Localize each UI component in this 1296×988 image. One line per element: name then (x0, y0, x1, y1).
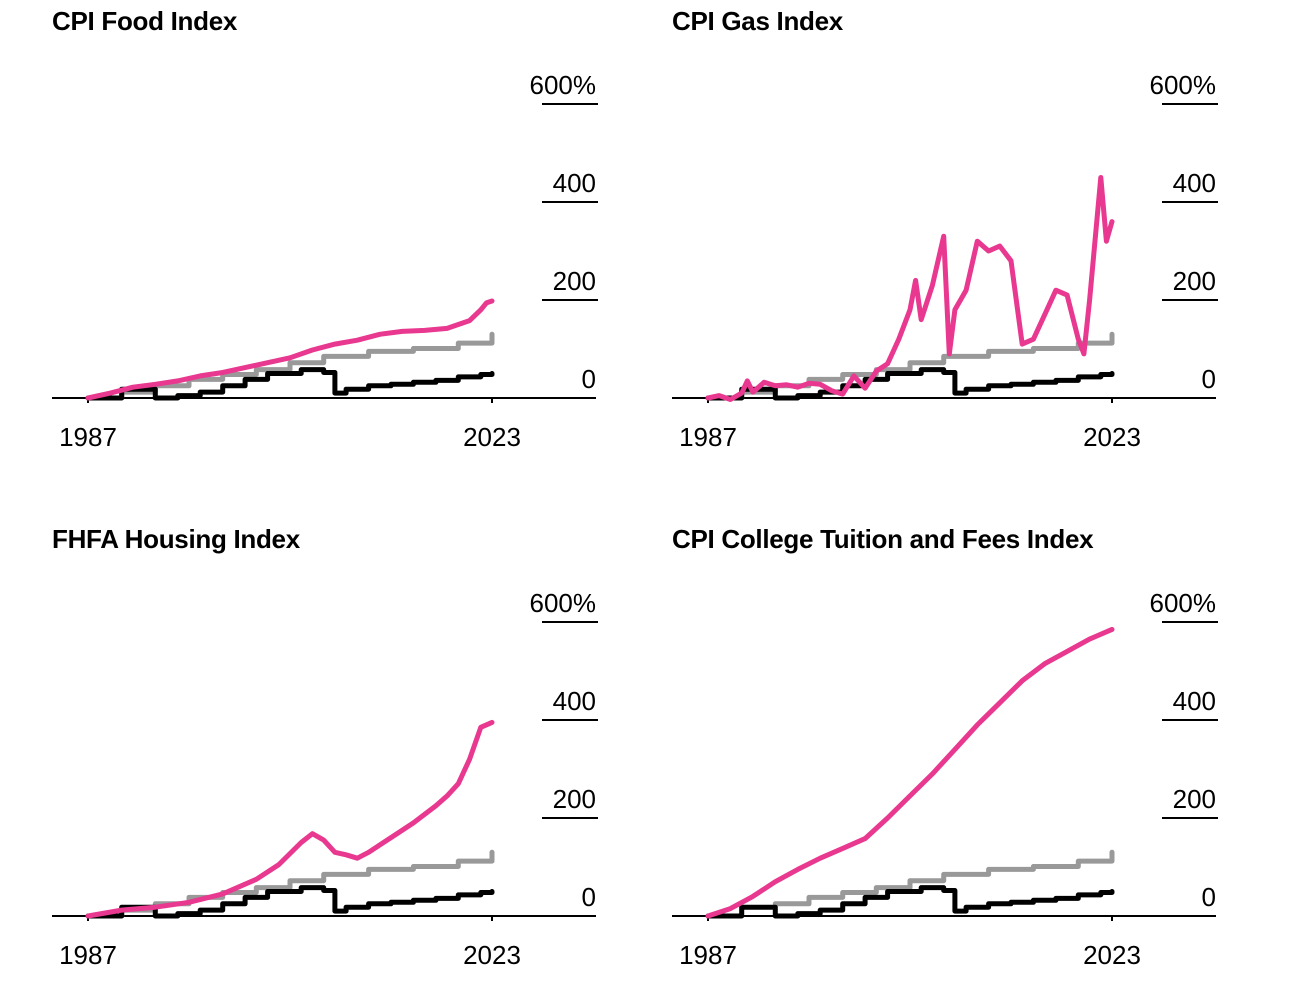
y-tick-label: 0 (582, 882, 596, 912)
x-tick-label: 1987 (679, 422, 737, 452)
series-line-index (705, 626, 1115, 919)
series-line-index (705, 175, 1115, 402)
y-tick-label: 200 (553, 266, 596, 296)
series-line-wages (85, 367, 495, 401)
y-tick-label: 400 (1173, 168, 1216, 198)
series-line-wages (705, 885, 1115, 919)
chart-panel-food: CPI Food Index 0 200 400 600% 1987 2023 (0, 0, 620, 470)
y-tick-label: 200 (1173, 784, 1216, 814)
series-line-wages (85, 885, 495, 919)
y-tick-label: 0 (1202, 364, 1216, 394)
y-tick-label: 600% (530, 588, 597, 618)
chart-panel-gas: CPI Gas Index 0 200 400 600% 1987 2023 (620, 0, 1240, 470)
x-tick-label: 1987 (59, 422, 117, 452)
chart-title: CPI Gas Index (672, 6, 843, 36)
y-tick-label: 200 (553, 784, 596, 814)
y-tick-label: 0 (582, 364, 596, 394)
y-tick-label: 200 (1173, 266, 1216, 296)
series-line-index (85, 298, 495, 401)
y-tick-label: 600% (1150, 588, 1217, 618)
line-chart-gas: 0 200 400 600% 1987 2023 (672, 70, 1218, 452)
y-tick-label: 600% (1150, 70, 1217, 100)
chart-title: FHFA Housing Index (52, 524, 300, 554)
x-tick-label: 1987 (59, 940, 117, 970)
y-tick-label: 400 (1173, 686, 1216, 716)
x-tick-label: 1987 (679, 940, 737, 970)
series-line-cpi-all (772, 849, 1115, 907)
x-tick-label: 2023 (463, 422, 521, 452)
y-tick-label: 400 (553, 168, 596, 198)
y-tick-label: 600% (530, 70, 597, 100)
line-chart-tuition: 0 200 400 600% 1987 2023 (672, 588, 1218, 970)
x-tick-label: 2023 (463, 940, 521, 970)
chart-title: CPI College Tuition and Fees Index (672, 524, 1094, 554)
y-tick-label: 0 (1202, 882, 1216, 912)
line-chart-housing: 0 200 400 600% 1987 2023 (52, 588, 598, 970)
series-line-index (85, 719, 495, 919)
y-tick-label: 400 (553, 686, 596, 716)
chart-panel-housing: FHFA Housing Index 0 200 400 600% 1987 2023 (0, 518, 620, 988)
series-line-wages (705, 367, 1115, 401)
x-tick-label: 2023 (1083, 940, 1141, 970)
line-chart-food: 0 200 400 600% 1987 2023 (52, 70, 598, 452)
chart-panel-tuition: CPI College Tuition and Fees Index 0 200 4… (620, 518, 1240, 988)
chart-title: CPI Food Index (52, 6, 238, 36)
x-tick-label: 2023 (1083, 422, 1141, 452)
